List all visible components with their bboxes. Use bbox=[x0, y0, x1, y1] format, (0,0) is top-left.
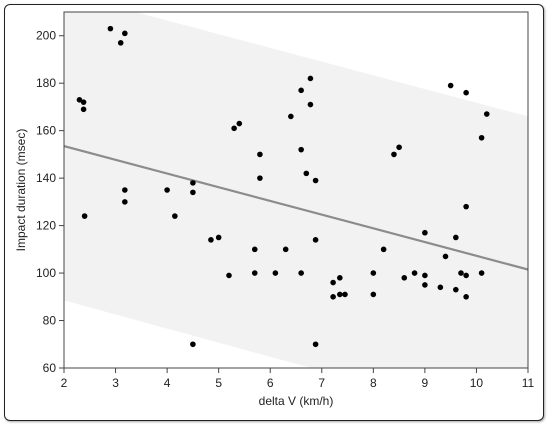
data-point bbox=[370, 270, 377, 276]
data-point bbox=[80, 99, 87, 105]
data-point bbox=[312, 341, 319, 348]
data-point bbox=[303, 170, 310, 177]
data-point bbox=[298, 87, 304, 94]
data-point bbox=[401, 275, 408, 281]
data-point bbox=[272, 270, 279, 276]
data-point bbox=[312, 177, 319, 184]
data-point bbox=[190, 180, 196, 186]
data-point bbox=[370, 291, 377, 298]
x-tick-label: 5 bbox=[215, 376, 222, 390]
data-point bbox=[453, 286, 459, 293]
data-point bbox=[380, 246, 387, 253]
data-point bbox=[282, 246, 289, 253]
data-point bbox=[251, 246, 258, 253]
data-point bbox=[337, 291, 343, 298]
data-point bbox=[215, 234, 222, 241]
data-point bbox=[342, 291, 348, 298]
data-point bbox=[463, 89, 469, 96]
data-point bbox=[257, 151, 263, 158]
y-tick-label: 80 bbox=[43, 314, 57, 328]
y-tick-label: 120 bbox=[36, 219, 56, 233]
data-point bbox=[226, 272, 232, 279]
x-axis: 2 3 4 5 6 7 8 9 10 11 bbox=[61, 368, 535, 390]
plot-area bbox=[63, 11, 529, 369]
data-point bbox=[391, 151, 397, 158]
y-tick-label: 60 bbox=[43, 361, 57, 375]
data-point bbox=[463, 272, 469, 279]
x-tick-label: 9 bbox=[422, 376, 429, 390]
scatter-chart: 2 3 4 5 6 7 8 9 10 11 60 80 100 120 140 160 180 200 delt… bbox=[14, 11, 535, 408]
data-point bbox=[307, 101, 314, 108]
x-tick-label: 10 bbox=[470, 376, 484, 390]
data-point bbox=[288, 113, 294, 120]
data-point bbox=[442, 253, 449, 260]
data-point bbox=[122, 187, 128, 193]
regression-line bbox=[64, 145, 528, 271]
data-point bbox=[81, 213, 88, 219]
plot-border bbox=[63, 11, 529, 369]
data-point bbox=[190, 341, 196, 348]
data-point bbox=[447, 82, 454, 89]
y-tick-label: 100 bbox=[36, 266, 56, 280]
data-point bbox=[330, 294, 336, 300]
data-point bbox=[453, 234, 459, 241]
x-axis-title: delta V (km/h) bbox=[259, 394, 334, 408]
y-tick-label: 140 bbox=[36, 171, 56, 185]
data-point bbox=[411, 270, 418, 276]
x-tick-label: 8 bbox=[370, 376, 377, 390]
data-point bbox=[107, 25, 114, 32]
data-point bbox=[298, 146, 304, 153]
x-tick-label: 6 bbox=[267, 376, 274, 390]
data-point bbox=[231, 125, 237, 132]
y-tick-label: 200 bbox=[36, 29, 56, 43]
data-points bbox=[76, 25, 490, 348]
x-tick-label: 11 bbox=[522, 376, 535, 390]
x-tick-label: 7 bbox=[318, 376, 325, 390]
y-tick-label: 180 bbox=[36, 76, 56, 90]
data-point bbox=[117, 40, 124, 46]
data-point bbox=[463, 294, 469, 300]
data-point bbox=[298, 270, 304, 276]
data-point bbox=[257, 175, 263, 181]
data-point bbox=[478, 134, 485, 141]
data-point bbox=[422, 282, 428, 288]
data-point bbox=[251, 270, 258, 276]
data-point bbox=[190, 189, 196, 196]
data-point bbox=[312, 237, 319, 243]
data-point bbox=[76, 97, 83, 103]
data-point bbox=[422, 229, 428, 236]
data-point bbox=[330, 279, 336, 286]
data-point bbox=[463, 203, 469, 210]
data-point bbox=[422, 272, 428, 279]
data-point bbox=[80, 106, 87, 113]
x-tick-label: 2 bbox=[61, 376, 68, 390]
data-point bbox=[337, 275, 343, 281]
data-point bbox=[396, 144, 402, 151]
data-point bbox=[307, 75, 314, 82]
data-point bbox=[122, 199, 128, 205]
y-axis-title: Impact duration (msec) bbox=[14, 129, 28, 252]
x-tick-label: 3 bbox=[112, 376, 119, 390]
data-point bbox=[458, 270, 464, 276]
data-point bbox=[164, 187, 170, 193]
data-point bbox=[172, 213, 178, 219]
y-axis: 60 80 100 120 140 160 180 200 bbox=[36, 29, 64, 375]
data-point bbox=[483, 111, 490, 117]
data-point bbox=[437, 284, 444, 291]
y-tick-label: 160 bbox=[36, 124, 56, 138]
chart-frame: 2 3 4 5 6 7 8 9 10 11 60 80 100 120 140 160 180 200 delt… bbox=[4, 4, 544, 421]
data-point bbox=[478, 270, 485, 276]
prediction-band bbox=[64, 12, 528, 368]
data-point bbox=[122, 30, 128, 37]
data-point bbox=[208, 237, 214, 243]
data-point bbox=[236, 120, 243, 127]
x-tick-label: 4 bbox=[164, 376, 171, 390]
